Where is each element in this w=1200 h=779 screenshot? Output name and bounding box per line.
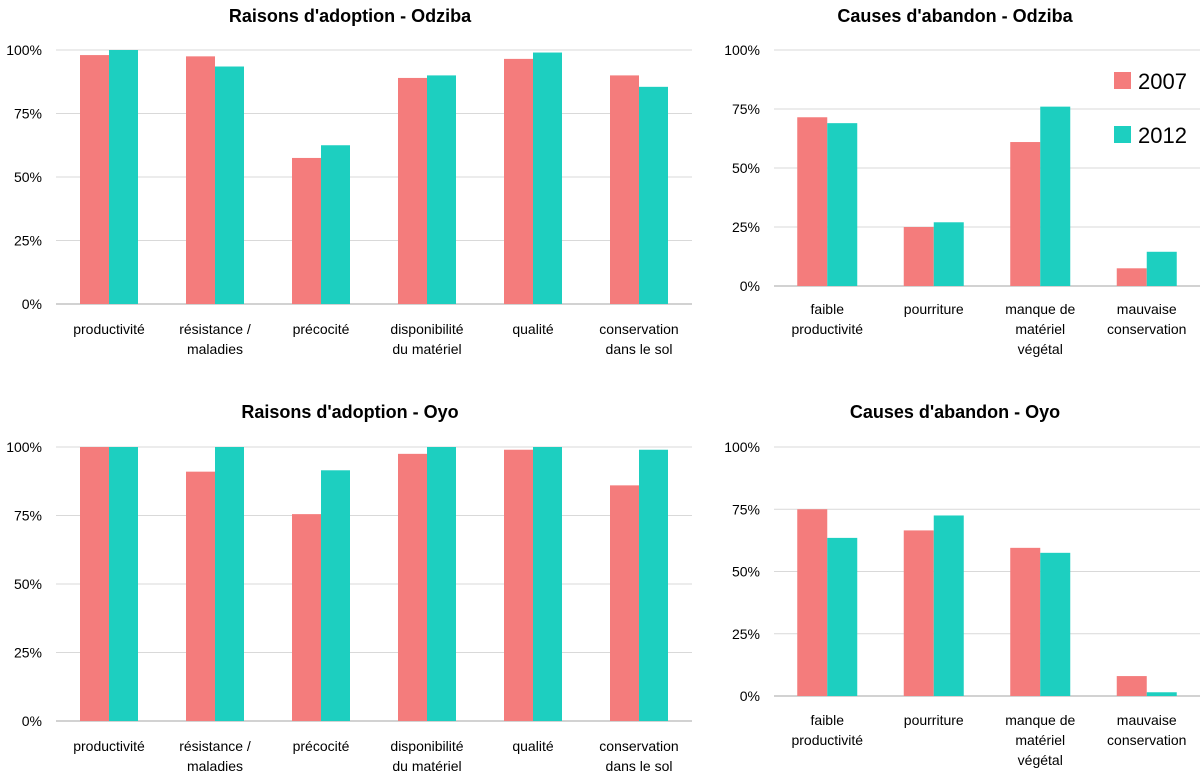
bar-2007-0 (797, 117, 828, 286)
bar-2007-5 (610, 485, 639, 721)
bar-2007-2 (292, 514, 321, 721)
x-category-label: résistance / maladies (179, 321, 251, 357)
bar-2012-2 (1040, 552, 1071, 696)
chart-oyo-adoption: Raisons d'adoption - Oyo 0% 25% 50% 75% 100%… (6, 402, 692, 774)
bar-2007-1 (903, 227, 934, 286)
bar-2012-5 (639, 449, 668, 721)
bar-2007-1 (903, 530, 934, 696)
x-category-label: conservation dans le sol (599, 738, 678, 774)
bar-2007-0 (797, 509, 828, 696)
y-tick-label: 75% (14, 106, 42, 122)
chart-oyo-abandon: Causes d'abandon - Oyo 0% 25% 50% 75% 100% fa… (724, 402, 1200, 768)
y-tick-label: 0% (740, 688, 760, 704)
y-tick-label: 0% (22, 296, 42, 312)
y-tick-label: 100% (6, 439, 42, 455)
bar-2007-2 (292, 157, 321, 304)
bar-2012-1 (933, 515, 964, 696)
legend-swatch-2012 (1114, 126, 1131, 143)
bar-2012-0 (109, 50, 138, 304)
y-tick-label: 100% (6, 42, 42, 58)
x-category-label: productivité (73, 321, 145, 337)
x-category-label: précocité (293, 321, 350, 337)
bar-2007-1 (186, 471, 215, 721)
y-tick-label: 25% (14, 233, 42, 249)
x-category-label: manque de matériel végétal (1005, 301, 1075, 357)
x-category-label: pourriture (904, 301, 964, 317)
bar-2012-4 (533, 447, 562, 721)
y-tick-label: 75% (732, 501, 760, 517)
bar-2012-3 (1146, 692, 1177, 696)
x-category-label: résistance / maladies (179, 738, 251, 774)
bar-2007-2 (1010, 547, 1041, 696)
bar-2007-3 (398, 453, 427, 721)
y-tick-label: 50% (732, 564, 760, 580)
x-category-label: précocité (293, 738, 350, 754)
bar-2007-3 (1116, 268, 1147, 286)
bar-2012-3 (1146, 251, 1177, 286)
y-tick-label: 50% (14, 169, 42, 185)
x-category-label: pourriture (904, 712, 964, 728)
bar-2012-1 (215, 66, 244, 304)
y-tick-label: 50% (732, 160, 760, 176)
chart-title: Raisons d'adoption - Oyo (241, 402, 458, 422)
chart-odziba-adoption: Raisons d'adoption - Odziba 0% 25% 50% 75% 1… (6, 6, 692, 357)
bar-2007-0 (80, 55, 109, 304)
x-category-label: mauvaise conservation (1107, 712, 1186, 748)
x-category-label: productivité (73, 738, 145, 754)
legend-label-2012: 2012 (1138, 123, 1187, 148)
x-category-label: faible productivité (791, 712, 863, 748)
legend-label-2007: 2007 (1138, 69, 1187, 94)
y-tick-label: 75% (732, 101, 760, 117)
y-tick-label: 25% (14, 645, 42, 661)
chart-title: Causes d'abandon - Oyo (850, 402, 1060, 422)
bar-2012-0 (109, 447, 138, 721)
bar-2012-2 (1040, 106, 1071, 286)
y-tick-label: 25% (732, 626, 760, 642)
legend-swatch-2007 (1114, 72, 1131, 89)
x-category-label: qualité (512, 738, 553, 754)
x-category-label: faible productivité (791, 301, 863, 337)
bar-2007-0 (80, 447, 109, 721)
bar-2007-1 (186, 56, 215, 304)
bar-2012-2 (321, 470, 350, 721)
x-category-label: disponibilité du matériel (390, 321, 463, 357)
bar-2012-5 (639, 86, 668, 304)
bar-2007-4 (504, 449, 533, 721)
y-tick-label: 100% (724, 42, 760, 58)
y-tick-label: 0% (22, 713, 42, 729)
chart-title: Raisons d'adoption - Odziba (229, 6, 472, 26)
bar-2007-4 (504, 58, 533, 304)
y-tick-label: 50% (14, 576, 42, 592)
x-category-label: mauvaise conservation (1107, 301, 1186, 337)
legend: 2007 2012 (1114, 69, 1187, 148)
x-category-label: manque de matériel végétal (1005, 712, 1075, 768)
y-tick-label: 100% (724, 439, 760, 455)
bar-2012-0 (827, 537, 858, 696)
bar-2012-3 (427, 75, 456, 305)
bar-2007-3 (398, 77, 427, 304)
bar-2012-4 (533, 52, 562, 304)
bar-2012-1 (215, 447, 244, 721)
x-category-label: qualité (512, 321, 553, 337)
chart-odziba-abandon: Causes d'abandon - Odziba 0% 25% 50% 75% 100… (724, 6, 1200, 357)
x-category-label: conservation dans le sol (599, 321, 678, 357)
x-category-label: disponibilité du matériel (390, 738, 463, 774)
bar-2012-2 (321, 145, 350, 304)
bar-2007-5 (610, 75, 639, 305)
bar-2007-2 (1010, 142, 1041, 286)
bar-2012-0 (827, 123, 858, 286)
bar-2007-3 (1116, 676, 1147, 696)
y-tick-label: 75% (14, 508, 42, 524)
chart-title: Causes d'abandon - Odziba (837, 6, 1073, 26)
bar-2012-1 (933, 222, 964, 286)
y-tick-label: 25% (732, 219, 760, 235)
bar-2012-3 (427, 447, 456, 721)
y-tick-label: 0% (740, 278, 760, 294)
